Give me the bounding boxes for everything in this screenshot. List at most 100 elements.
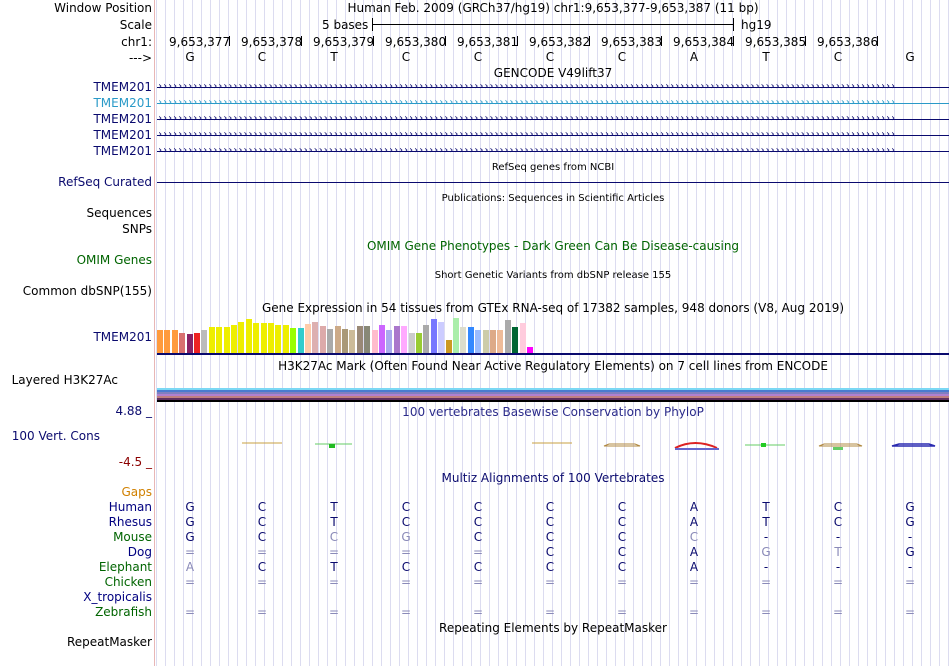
- gene-model-2[interactable]: ››››››››››››››››››››››››››››››››››››››››…: [157, 97, 949, 109]
- gtex-tissue-bar[interactable]: [475, 330, 482, 353]
- gtex-tissue-bar[interactable]: [438, 322, 445, 353]
- omim-track-label[interactable]: OMIM Genes: [76, 253, 152, 267]
- gtex-tissue-bar[interactable]: [416, 333, 422, 353]
- gtex-tissue-bar[interactable]: [186, 334, 193, 353]
- gtex-tissue-bar[interactable]: [408, 333, 415, 353]
- alignment-base: =: [328, 575, 340, 589]
- phylop-signal[interactable]: [157, 436, 949, 456]
- gene-model-3[interactable]: ››››››››››››››››››››››››››››››››››››››››…: [157, 113, 949, 125]
- gtex-bar-chart[interactable]: [157, 316, 537, 353]
- grid-line: [741, 0, 742, 666]
- alignment-base: =: [328, 545, 340, 559]
- gtex-tissue-bar[interactable]: [349, 330, 356, 353]
- gtex-tissue-bar[interactable]: [453, 318, 459, 353]
- gtex-tissue-bar[interactable]: [238, 322, 245, 353]
- refseq-gene-line[interactable]: [157, 182, 949, 183]
- gtex-tissue-bar[interactable]: [512, 327, 519, 353]
- gene-label-tmem201-5[interactable]: TMEM201: [93, 144, 152, 158]
- gtex-tissue-bar[interactable]: [245, 319, 252, 353]
- refseq-track-label[interactable]: RefSeq Curated: [58, 175, 152, 189]
- gtex-tissue-bar[interactable]: [297, 328, 304, 353]
- gtex-tissue-bar[interactable]: [460, 327, 467, 353]
- gtex-tissue-bar[interactable]: [164, 330, 171, 353]
- grid-line: [894, 0, 895, 666]
- gtex-tissue-bar[interactable]: [379, 325, 385, 353]
- gtex-tissue-bar[interactable]: [231, 325, 237, 353]
- gtex-tissue-bar[interactable]: [290, 328, 297, 353]
- gene-label-tmem201-3[interactable]: TMEM201: [93, 112, 152, 126]
- gene-label-tmem201-4[interactable]: TMEM201: [93, 128, 152, 142]
- snps-track-label[interactable]: SNPs: [122, 222, 152, 236]
- alignment-base: =: [544, 575, 556, 589]
- grid-line: [714, 0, 715, 666]
- phylop-track-label[interactable]: 100 Vert. Cons: [11, 429, 100, 443]
- species-label[interactable]: Human: [108, 500, 152, 514]
- alignment-base: T: [330, 515, 338, 529]
- gtex-tissue-bar[interactable]: [260, 323, 267, 353]
- grid-line: [939, 0, 940, 666]
- alignment-base: C: [617, 500, 627, 514]
- gene-model-4[interactable]: ››››››››››››››››››››››››››››››››››››››››…: [157, 129, 949, 141]
- gtex-tissue-bar[interactable]: [430, 319, 437, 353]
- gene-label-tmem201-1[interactable]: TMEM201: [93, 80, 152, 94]
- gtex-tissue-bar[interactable]: [268, 323, 274, 353]
- species-label[interactable]: Zebrafish: [95, 605, 152, 619]
- gtex-tissue-bar[interactable]: [342, 329, 348, 353]
- gtex-tissue-bar[interactable]: [364, 326, 371, 353]
- h3k27ac-signal[interactable]: [157, 388, 949, 402]
- gtex-tissue-bar[interactable]: [497, 330, 504, 353]
- dna-base: C: [833, 50, 843, 64]
- species-label[interactable]: Dog: [127, 545, 152, 559]
- species-label[interactable]: Elephant: [98, 560, 152, 574]
- gtex-tissue-bar[interactable]: [327, 329, 334, 353]
- ruler-position: 9,653,384: [673, 35, 735, 49]
- gtex-tissue-bar[interactable]: [305, 324, 311, 353]
- gtex-tissue-bar[interactable]: [527, 347, 533, 353]
- gtex-tissue-bar[interactable]: [171, 330, 178, 353]
- gtex-tissue-bar[interactable]: [504, 320, 511, 353]
- phylop-max-label: 4.88 _: [115, 404, 152, 418]
- gene-label-tmem201-2[interactable]: TMEM201: [93, 96, 152, 110]
- grid-line: [570, 0, 571, 666]
- gtex-tissue-bar[interactable]: [179, 333, 186, 353]
- gtex-tissue-bar[interactable]: [194, 333, 200, 353]
- gtex-tissue-bar[interactable]: [519, 323, 526, 353]
- gtex-tissue-bar[interactable]: [467, 327, 474, 353]
- gtex-tissue-bar[interactable]: [423, 325, 430, 353]
- h3k27ac-track-label[interactable]: Layered H3K27Ac: [11, 373, 118, 387]
- dbsnp-track-label[interactable]: Common dbSNP(155): [22, 284, 152, 298]
- repeatmasker-track-label[interactable]: RepeatMasker: [66, 635, 152, 649]
- gene-model-1[interactable]: ››››››››››››››››››››››››››››››››››››››››…: [157, 81, 949, 93]
- ruler-tick: [301, 36, 302, 46]
- gtex-tissue-bar[interactable]: [275, 325, 282, 353]
- gtex-tissue-bar[interactable]: [490, 330, 496, 353]
- alignment-base: A: [185, 560, 195, 574]
- gtex-track-label[interactable]: TMEM201: [93, 330, 152, 344]
- gtex-tissue-bar[interactable]: [482, 330, 489, 353]
- gtex-tissue-bar[interactable]: [312, 322, 319, 353]
- species-label[interactable]: Rhesus: [108, 515, 152, 529]
- gtex-tissue-bar[interactable]: [253, 323, 260, 353]
- dna-base: C: [257, 50, 267, 64]
- alignment-base: -: [835, 530, 841, 544]
- gtex-tissue-bar[interactable]: [371, 330, 378, 353]
- gtex-tissue-bar[interactable]: [216, 327, 223, 353]
- species-label[interactable]: X_tropicalis: [83, 590, 152, 604]
- gtex-tissue-bar[interactable]: [386, 330, 393, 353]
- gtex-tissue-bar[interactable]: [208, 327, 215, 353]
- gtex-tissue-bar[interactable]: [393, 326, 400, 353]
- gtex-tissue-bar[interactable]: [157, 330, 163, 353]
- species-label[interactable]: Mouse: [113, 530, 152, 544]
- gtex-tissue-bar[interactable]: [319, 326, 326, 353]
- sequences-track-label[interactable]: Sequences: [86, 206, 152, 220]
- gtex-tissue-bar[interactable]: [201, 330, 208, 353]
- gtex-tissue-bar[interactable]: [356, 326, 363, 353]
- gtex-tissue-bar[interactable]: [223, 327, 230, 353]
- gtex-tissue-bar[interactable]: [401, 326, 408, 353]
- gtex-tissue-bar[interactable]: [282, 325, 289, 353]
- species-label[interactable]: Chicken: [104, 575, 152, 589]
- gtex-tissue-bar[interactable]: [445, 340, 452, 353]
- gtex-tissue-bar[interactable]: [334, 326, 341, 353]
- alignment-base: C: [545, 500, 555, 514]
- gene-model-5[interactable]: ››››››››››››››››››››››››››››››››››››››››…: [157, 145, 949, 157]
